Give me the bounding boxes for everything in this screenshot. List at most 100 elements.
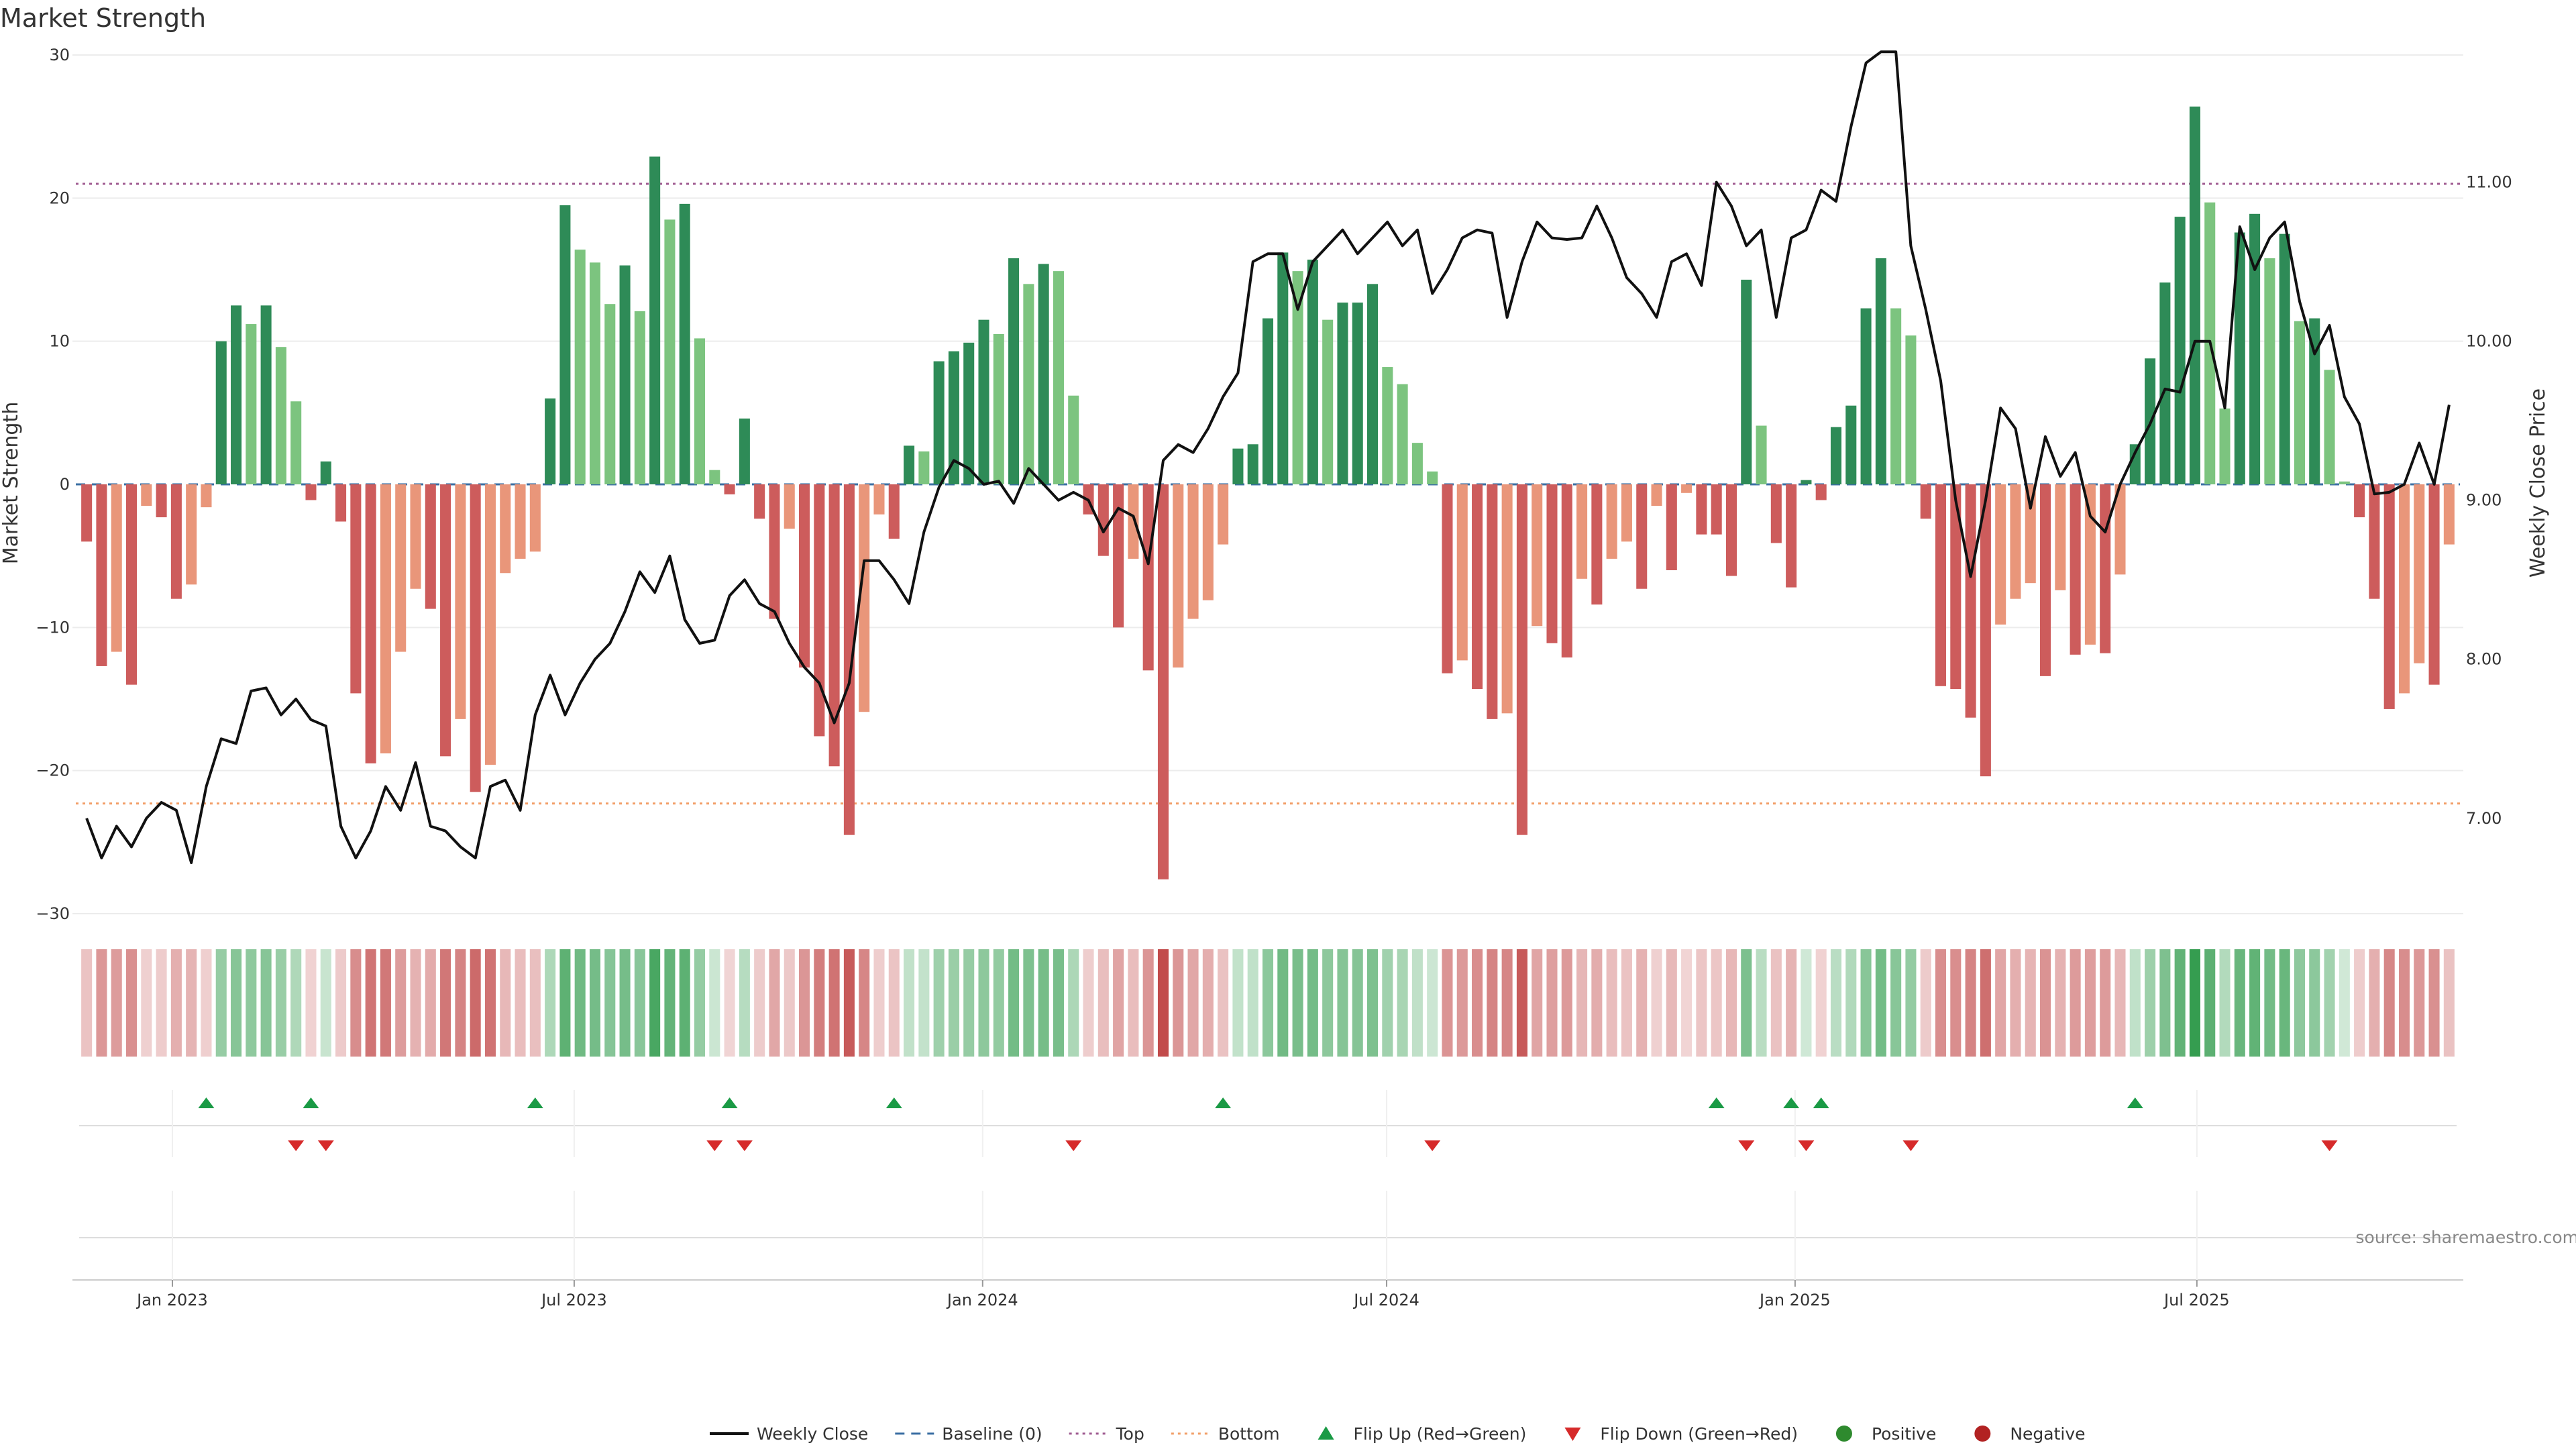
flip-up-marker (198, 1097, 215, 1108)
heat-cell (2369, 949, 2380, 1057)
strength-bar (1801, 480, 1812, 484)
strength-bar (1696, 484, 1707, 535)
heat-cell (335, 949, 347, 1057)
heat-cell (410, 949, 421, 1057)
flip-down-marker (1424, 1140, 1441, 1151)
strength-bar (769, 484, 780, 619)
heat-cell (769, 949, 780, 1057)
heat-cell (814, 949, 825, 1057)
left-tick-label: 0 (60, 475, 70, 494)
heat-cell (1666, 949, 1677, 1057)
strength-bar (918, 451, 930, 484)
heat-cell (1307, 949, 1318, 1057)
legend-item-dot: Top (1069, 1424, 1144, 1444)
strength-bar (828, 484, 840, 767)
heat-cell (1786, 949, 1797, 1057)
strength-bar (350, 484, 362, 694)
strength-bar (231, 305, 242, 484)
heat-cell (574, 949, 586, 1057)
heat-cell (1247, 949, 1258, 1057)
heat-cell (1532, 949, 1543, 1057)
heat-cell (1397, 949, 1408, 1057)
heat-cell (1337, 949, 1348, 1057)
strength-bar (1995, 484, 2006, 625)
heat-cell (559, 949, 571, 1057)
strength-bar (515, 484, 526, 559)
heat-cell (2383, 949, 2395, 1057)
strength-bar (1157, 484, 1169, 879)
strength-bar (1397, 384, 1408, 484)
strength-bar (1860, 308, 1872, 484)
legend-item-line: Weekly Close (710, 1424, 868, 1444)
heat-cell (619, 949, 631, 1057)
heat-cell (1920, 949, 1931, 1057)
strength-bar (1307, 260, 1318, 484)
strength-bar (305, 484, 317, 500)
heat-cell (170, 949, 182, 1057)
strength-bar (1501, 484, 1513, 714)
heat-cell (2264, 949, 2275, 1057)
heat-cell (1561, 949, 1572, 1057)
flip-down-marker (1065, 1140, 1082, 1151)
strength-bar (888, 484, 900, 539)
left-axis-ticks: 30 20 10 0 −10 −20 −30 (36, 46, 70, 923)
strength-bar (1427, 471, 1438, 484)
heat-cell (395, 949, 407, 1057)
strength-bar (1352, 303, 1363, 484)
heat-cell (918, 949, 930, 1057)
x-tick-label: Jan 2023 (136, 1291, 208, 1309)
heat-cell (1202, 949, 1214, 1057)
heat-cell (664, 949, 676, 1057)
heat-cell (1696, 949, 1707, 1057)
heat-cell (784, 949, 795, 1057)
heat-cell (1606, 949, 1617, 1057)
strength-bar (2070, 484, 2081, 655)
left-axis-title: Market Strength (0, 402, 23, 564)
heat-cell (724, 949, 735, 1057)
heat-cell (1382, 949, 1393, 1057)
strength-bar (290, 401, 302, 484)
heat-cell (1472, 949, 1483, 1057)
heat-cell (1815, 949, 1827, 1057)
heat-cell (1218, 949, 1229, 1057)
flip-up-marker (303, 1097, 319, 1108)
strength-bar (1786, 484, 1797, 588)
strength-bar (2249, 213, 2261, 484)
heat-cell (1950, 949, 1962, 1057)
strength-bar (335, 484, 347, 522)
strength-bar (1845, 405, 1857, 484)
heat-cell (1890, 949, 1902, 1057)
heat-cell (1501, 949, 1513, 1057)
left-tick-label: −10 (36, 618, 70, 637)
strength-bar (2219, 408, 2231, 484)
heat-cell (515, 949, 526, 1057)
strength-bar (664, 219, 676, 484)
strength-bar (948, 351, 959, 484)
strength-bar (2159, 282, 2171, 484)
heat-cell (380, 949, 391, 1057)
legend-label: Bottom (1218, 1424, 1280, 1444)
heat-cell (1173, 949, 1184, 1057)
legend-circle-icon (1835, 1426, 1852, 1442)
heat-cell (873, 949, 885, 1057)
strength-bar (170, 484, 182, 599)
strength-bar (1741, 279, 1752, 484)
heat-cell (141, 949, 152, 1057)
left-tick-label: −20 (36, 761, 70, 780)
strength-bar (1292, 271, 1303, 484)
x-tick-label: Jul 2025 (2163, 1291, 2230, 1309)
strength-bar (1965, 484, 1976, 718)
heat-cell (859, 949, 870, 1057)
heat-cell (1591, 949, 1603, 1057)
legend-item-circle: Negative (1974, 1424, 2086, 1444)
heat-cell (2055, 949, 2066, 1057)
strength-bar (904, 445, 915, 484)
heat-cell (604, 949, 616, 1057)
heat-cell (2145, 949, 2156, 1057)
heat-cell (948, 949, 959, 1057)
strength-bar (1173, 484, 1184, 668)
legend-item-dot: Bottom (1171, 1424, 1280, 1444)
legend-label: Flip Up (Red→Green) (1354, 1424, 1527, 1444)
heat-cell (500, 949, 511, 1057)
strength-bar (1456, 484, 1468, 661)
